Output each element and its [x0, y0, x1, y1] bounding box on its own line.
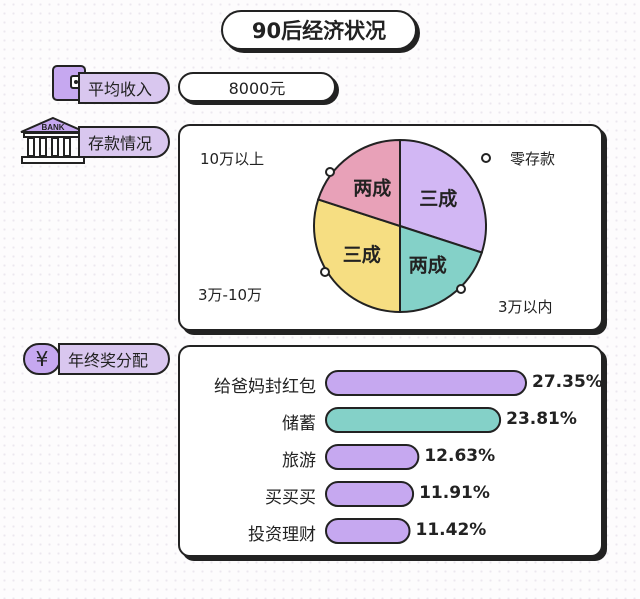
bar-0: [325, 370, 527, 396]
bar-3: [325, 481, 415, 507]
pie-inner-label-2: 三成: [343, 243, 381, 266]
bar-2: [325, 444, 420, 470]
page-title: 90后经济状况: [221, 10, 417, 50]
pie-inner-label-1: 两成: [409, 253, 447, 276]
pie-slice-2: [313, 198, 401, 314]
savings-panel: 三成 两成 三成 两成 零存款 3万以内 3万-10万 10万以上: [178, 124, 603, 331]
bar-value-label: 27.35%: [532, 372, 603, 392]
pie-label-1: 3万以内: [498, 298, 553, 316]
pie-callout-dot-1: [456, 284, 466, 294]
pie-callout-dot-0: [481, 153, 491, 163]
pie-inner-label-3: 两成: [353, 177, 391, 200]
bonus-bar-chart: [325, 370, 527, 544]
bar-category-label: 买买买: [265, 488, 316, 508]
income-value: 8000元: [178, 72, 336, 102]
pie-label-0: 零存款: [510, 150, 556, 168]
pie-slice-3: [316, 138, 401, 228]
bar-1: [325, 407, 502, 433]
bar-category-label: 旅游: [282, 451, 316, 471]
income-label: 平均收入: [78, 72, 170, 104]
savings-label: 存款情况: [78, 126, 170, 158]
pie-callout-dot-3: [325, 167, 335, 177]
yen-symbol: ¥: [36, 347, 49, 371]
yen-icon: ¥: [22, 342, 62, 376]
pie-label-2: 3万-10万: [198, 286, 263, 304]
bank-icon: BANK: [18, 116, 88, 166]
bar-value-label: 11.42%: [415, 520, 487, 540]
bar-4: [325, 518, 411, 544]
bar-value-label: 11.91%: [419, 483, 490, 503]
pie-inner-label-0: 三成: [419, 187, 457, 210]
bar-value-label: 12.63%: [424, 446, 496, 466]
bonus-label: 年终奖分配: [58, 343, 170, 375]
pie-callout-dot-2: [320, 267, 330, 277]
bonus-panel: 给爸妈封红包 27.35% 储蓄 23.81% 旅游 12.63% 买买买 11.91% 投资理…: [178, 345, 603, 557]
bar-value-label: 23.81%: [506, 409, 577, 429]
bank-text: BANK: [41, 123, 64, 132]
bar-category-label: 投资理财: [248, 525, 316, 545]
bar-category-label: 给爸妈封红包: [214, 377, 316, 397]
bar-category-label: 储蓄: [282, 414, 316, 434]
pie-label-3: 10万以上: [200, 150, 265, 168]
pie-slice-0: [399, 138, 487, 254]
pie-slice-1: [399, 224, 484, 314]
